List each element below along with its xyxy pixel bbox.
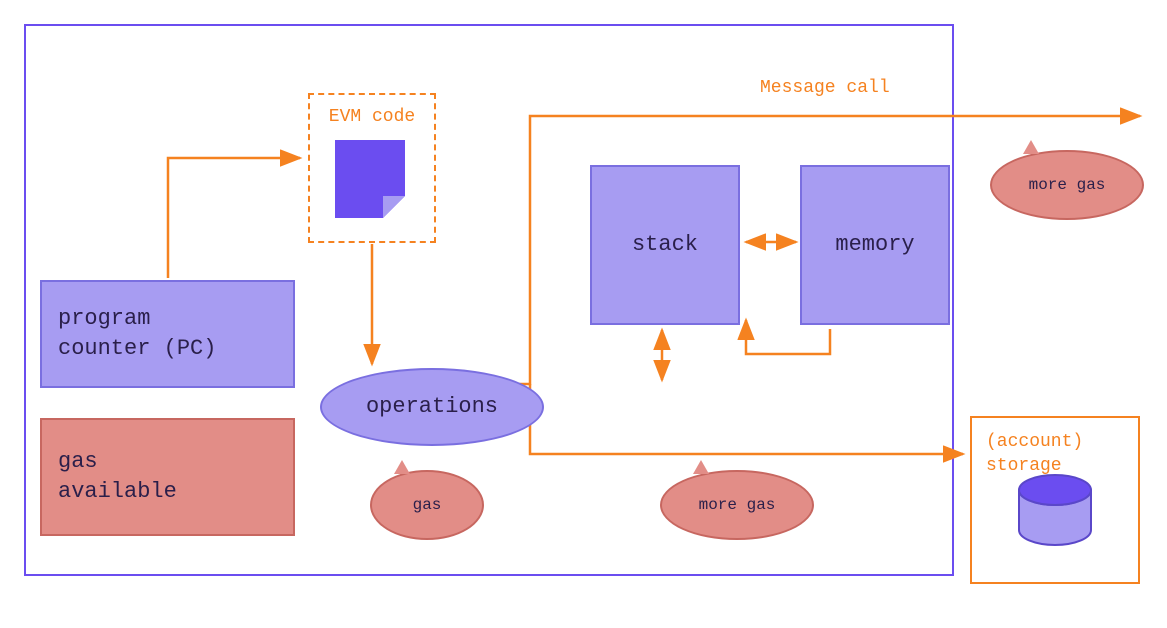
node-gas_avail-label: gas available xyxy=(42,447,177,506)
cylinder-icon xyxy=(1015,471,1095,549)
bubble-more_gas_2: more gas xyxy=(990,150,1140,216)
node-memory-label: memory xyxy=(835,230,914,260)
node-stack: stack xyxy=(590,165,740,325)
bubble-more_gas_1-label: more gas xyxy=(699,496,776,514)
node-pc: program counter (PC) xyxy=(40,280,295,388)
bubble-gas: gas xyxy=(370,470,480,536)
bubble-gas-label: gas xyxy=(413,496,442,514)
node-pc-label: program counter (PC) xyxy=(42,304,216,363)
document-icon xyxy=(335,140,405,218)
node-operations: operations xyxy=(320,368,544,446)
bubble-more_gas_2-label: more gas xyxy=(1029,176,1106,194)
diagram-stage: program counter (PC) gas available EVM cod… xyxy=(0,0,1167,628)
bubble-more_gas_1: more gas xyxy=(660,470,810,536)
node-memory: memory xyxy=(800,165,950,325)
node-operations-label: operations xyxy=(366,392,498,422)
node-stack-label: stack xyxy=(632,230,698,260)
message-call-label: Message call xyxy=(760,78,890,98)
node-gas_avail: gas available xyxy=(40,418,295,536)
node-evm_code-label: EVM code xyxy=(329,105,415,129)
